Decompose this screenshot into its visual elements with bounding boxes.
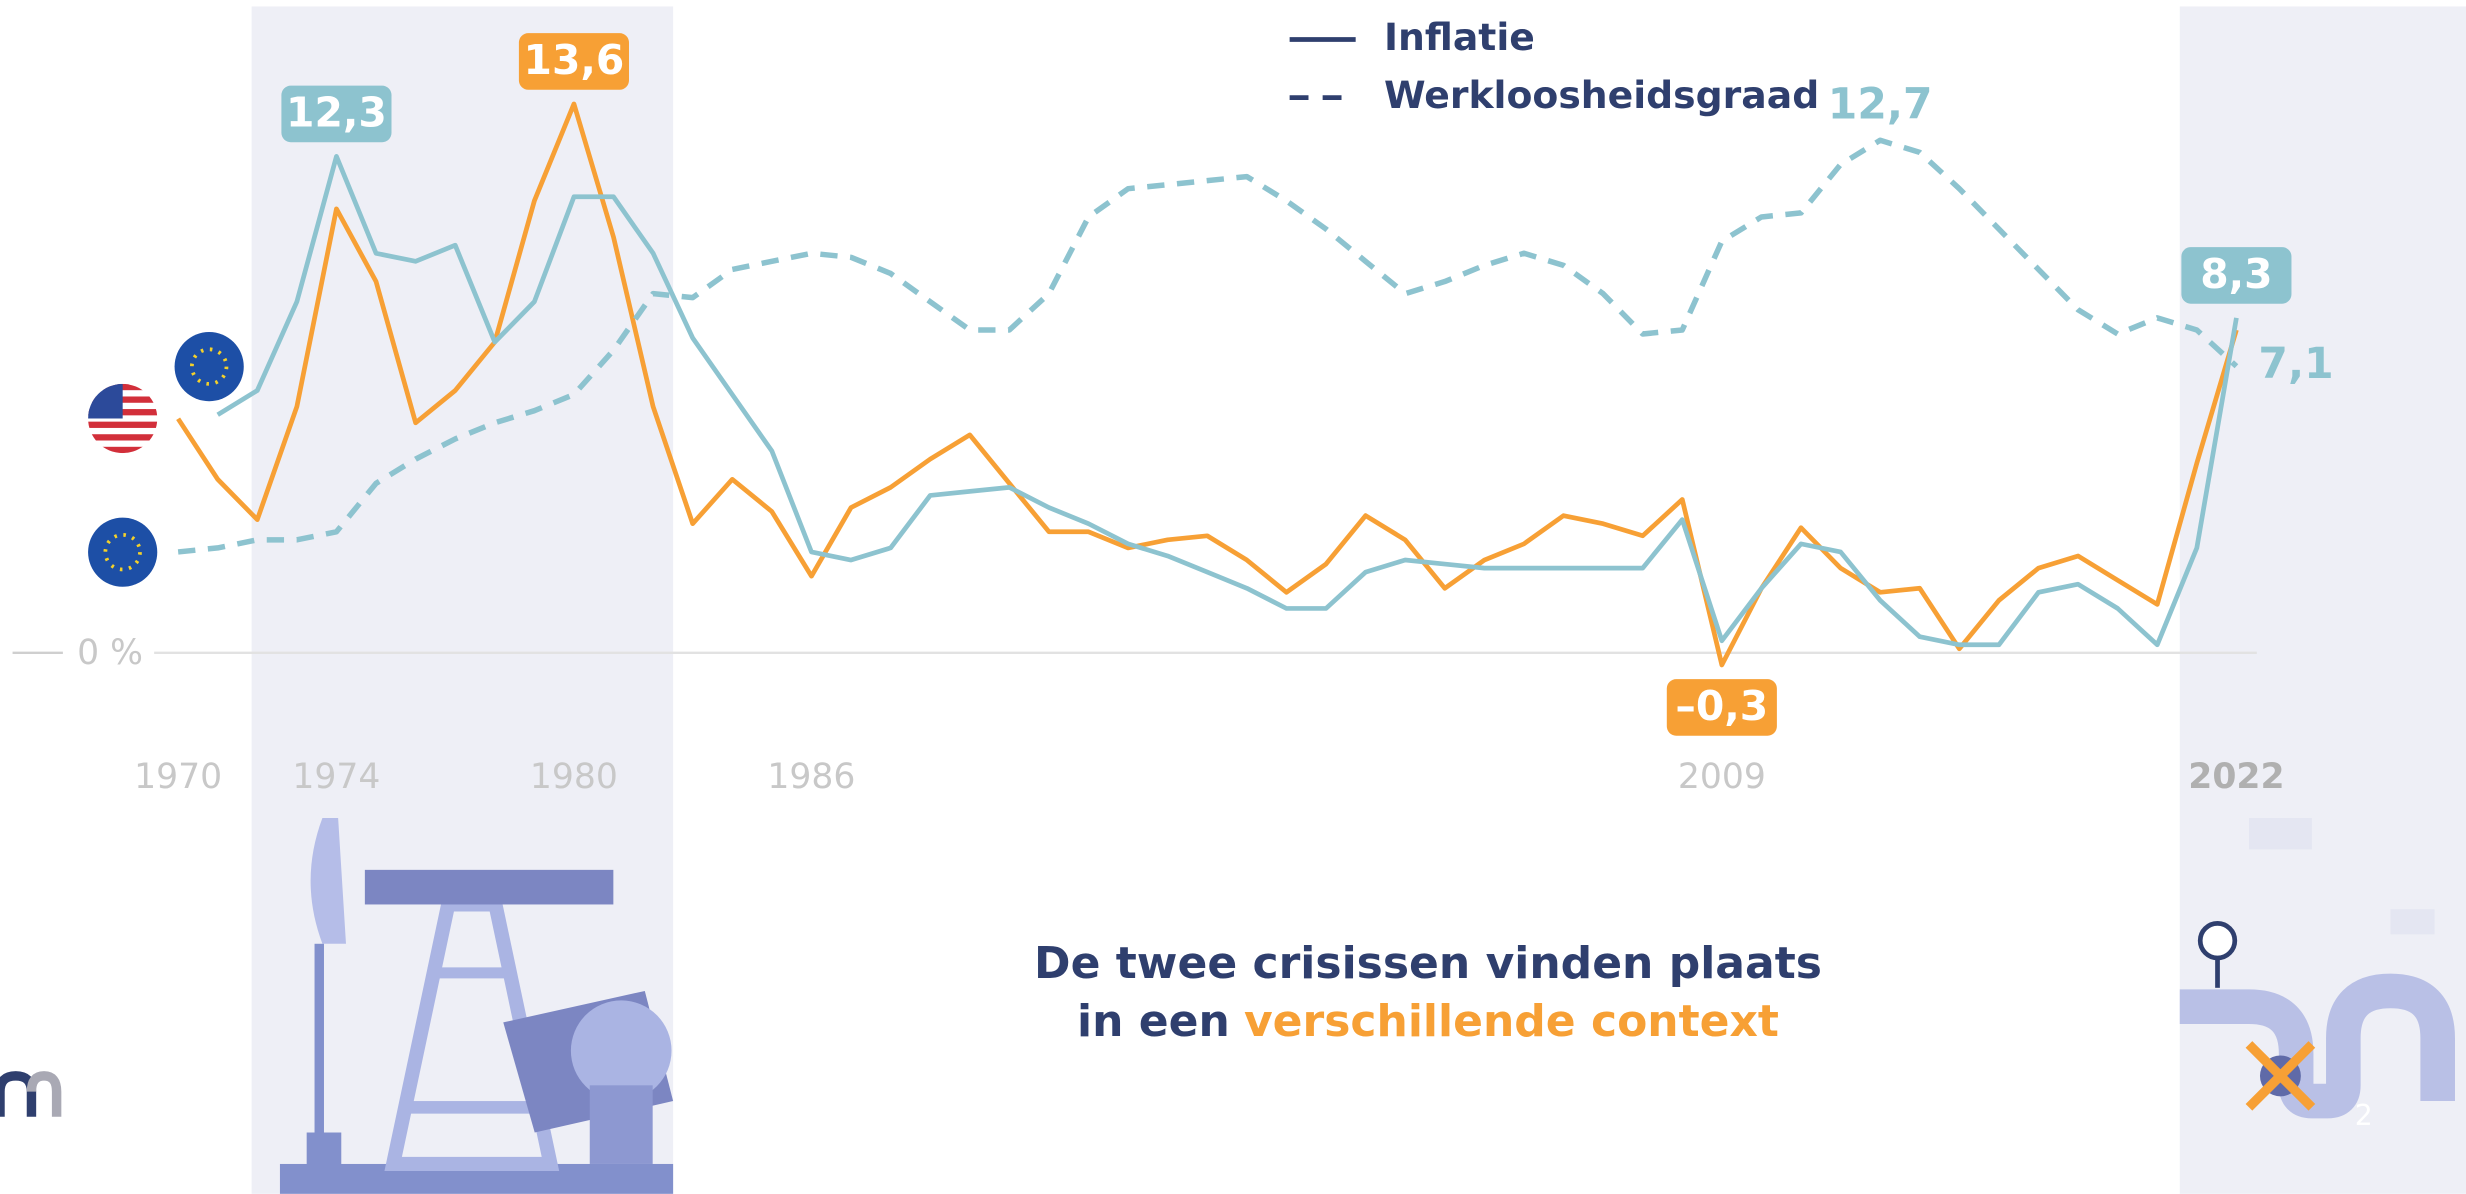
value-label: 12,7 xyxy=(1828,81,1933,130)
value-label: 12,3 xyxy=(286,89,387,137)
logo xyxy=(0,1071,62,1117)
value-label: 7,1 xyxy=(2258,340,2333,389)
y-tick-label: 0 % xyxy=(77,633,143,673)
value-label: 13,6 xyxy=(524,36,625,84)
value-label-box xyxy=(1666,679,1777,736)
series-line xyxy=(216,154,2239,648)
flag-us xyxy=(88,383,158,454)
value-label: –0,3 xyxy=(1675,682,1768,730)
caption-line: De twee crisissen vinden plaats xyxy=(1034,938,1822,989)
x-tick-label: 1980 xyxy=(530,757,618,797)
x-tick-label: 2009 xyxy=(1678,757,1766,797)
x-tick-label: 2022 xyxy=(2188,757,2284,797)
x-tick-label: 1974 xyxy=(292,757,380,797)
pipeline-illustration xyxy=(2179,817,2455,1119)
page-number: 2 xyxy=(2355,1099,2373,1132)
flag-eu xyxy=(174,331,244,402)
series-line xyxy=(177,137,2239,555)
x-tick-label: 1970 xyxy=(134,757,222,797)
plot-area: 0 % 1970 1974 1980 1986 2009 2022 Inflatie Werkl… xyxy=(12,15,2334,797)
legend-label: Inflatie xyxy=(1384,15,1535,59)
oil-pump-illustration xyxy=(279,817,674,1194)
caption-highlight: verschillende context xyxy=(1244,996,1779,1047)
caption-line: in een verschillende context xyxy=(1077,996,1779,1047)
flag-eu xyxy=(88,517,158,587)
legend-label: Werkloosheidsgraad xyxy=(1384,73,1819,117)
x-tick-label: 1986 xyxy=(767,757,855,797)
value-label-box xyxy=(518,33,629,90)
value-label-box xyxy=(2181,247,2292,304)
value-label-box xyxy=(281,85,392,143)
value-label: 8,3 xyxy=(2200,250,2272,298)
caption-text: in een xyxy=(1077,996,1230,1047)
series-line xyxy=(176,101,2239,668)
